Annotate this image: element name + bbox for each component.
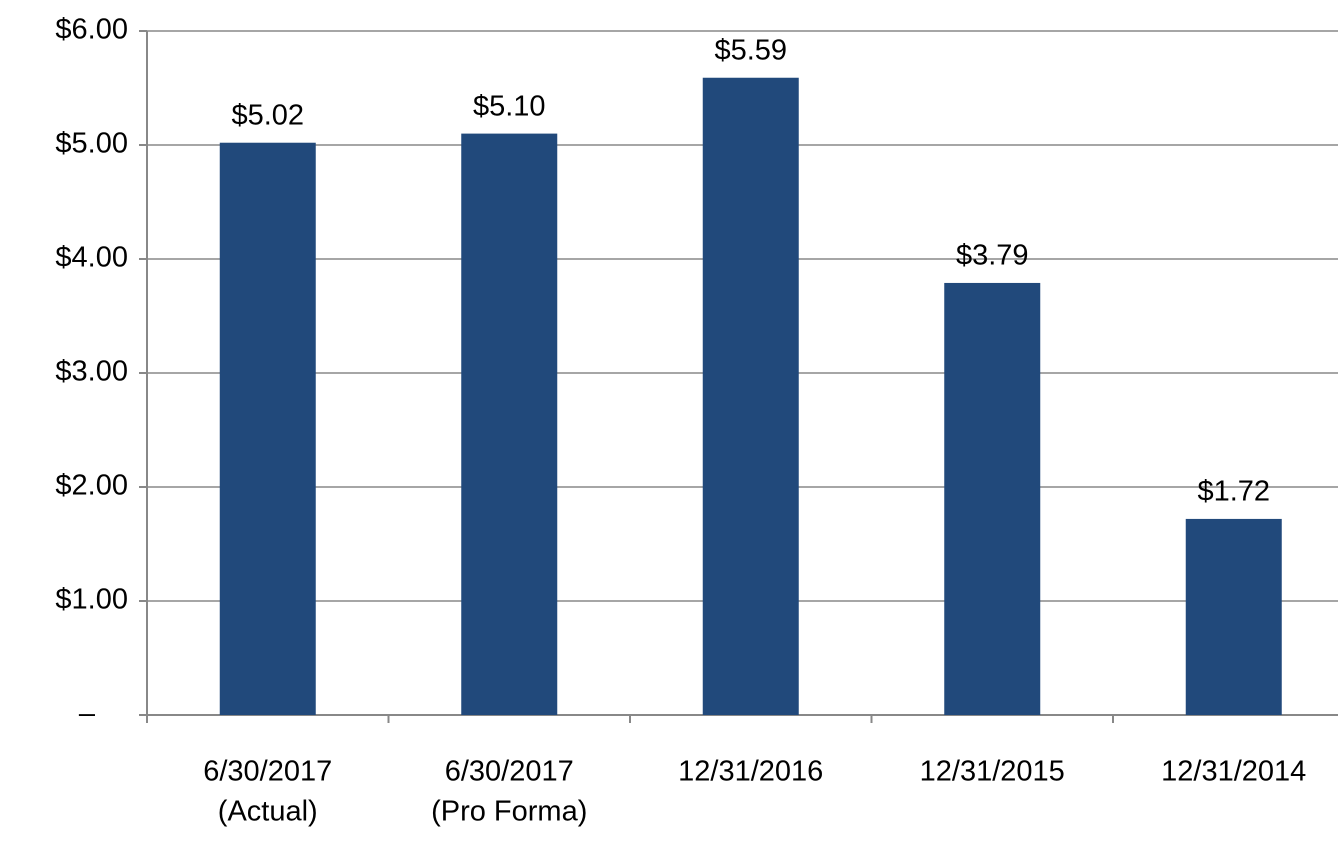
bar <box>461 133 558 716</box>
value-label: $3.79 <box>956 240 1029 272</box>
value-label: $1.72 <box>1197 476 1270 508</box>
bar <box>702 77 799 716</box>
bar <box>219 142 316 716</box>
y-tick-label: $1.00 <box>55 584 128 616</box>
x-tick-label: 6/30/2017 <box>445 756 574 788</box>
y-tick-label: – <box>79 698 96 730</box>
y-tick-label: $2.00 <box>55 470 128 502</box>
x-tick-label: (Actual) <box>218 796 318 828</box>
value-label: $5.10 <box>473 90 546 122</box>
y-tick-label: $3.00 <box>55 356 128 388</box>
x-tick-label: (Pro Forma) <box>431 796 587 828</box>
bar <box>1185 518 1282 715</box>
x-tick-label: 12/31/2014 <box>1161 756 1306 788</box>
x-tick-label: 12/31/2016 <box>678 756 823 788</box>
y-tick-label: $4.00 <box>55 242 128 274</box>
value-label: $5.59 <box>714 34 787 66</box>
x-tick-label: 12/31/2015 <box>920 756 1065 788</box>
value-label: $5.02 <box>231 99 304 131</box>
bar <box>944 282 1041 715</box>
y-tick-label: $6.00 <box>55 14 128 46</box>
x-tick-label: 6/30/2017 <box>203 756 332 788</box>
y-tick-label: $5.00 <box>55 128 128 160</box>
